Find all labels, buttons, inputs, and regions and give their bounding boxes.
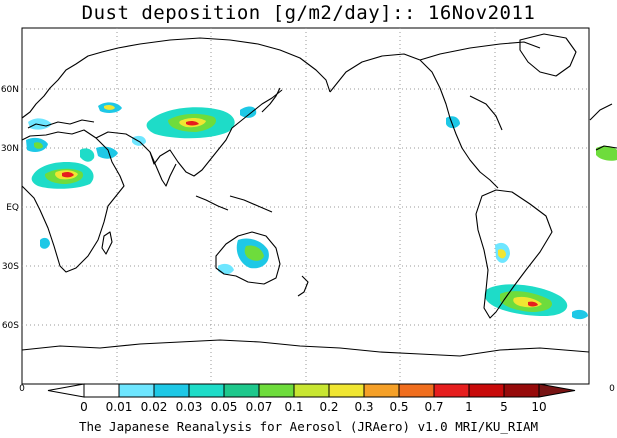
colorbar-tick-label: 0 — [80, 400, 88, 414]
map-title: Dust deposition [g/m2/day]:: 16Nov2011 — [81, 2, 536, 24]
colorbar-tick-label: 0.07 — [246, 400, 273, 414]
gridlines — [22, 28, 589, 384]
coast-africa — [21, 129, 125, 273]
colorbar-tick-label: 5 — [500, 400, 508, 414]
colorbar-swatch — [503, 383, 540, 398]
colorbar-tick-label: 0.03 — [176, 400, 203, 414]
colorbar-swatch — [468, 383, 505, 398]
coast-greenland — [519, 33, 577, 77]
coastlines — [21, 33, 617, 357]
colorbar-tick-label: 0.1 — [284, 400, 303, 414]
colorbar-over-triangle — [538, 383, 576, 398]
colorbar-swatch — [363, 383, 400, 398]
latitude-labels: 60N 30N EQ 30S 60S — [1, 85, 19, 331]
colorbar: 0 0.01 0.02 0.03 0.05 0.07 0.1 0.2 0.3 0.5 0.7 1 5 10 — [47, 383, 576, 414]
colorbar-swatch — [293, 383, 330, 398]
colorbar-under-triangle — [47, 383, 85, 398]
colorbar-tick-label: 1 — [465, 400, 473, 414]
colorbar-swatch — [398, 383, 435, 398]
colorbar-tick-label: 0.2 — [319, 400, 338, 414]
map-frame — [21, 27, 590, 385]
coast-asia — [117, 37, 331, 93]
colorbar-tick-label: 0.02 — [141, 400, 168, 414]
colorbar-swatch — [223, 383, 260, 398]
credit-line: The Japanese Reanalysis for Aerosol (JRA… — [78, 419, 539, 434]
colorbar-swatch — [118, 383, 155, 398]
colorbar-tick-label: 10 — [531, 400, 546, 414]
lat-label-eq: EQ — [6, 203, 19, 213]
dust-deposition-field — [26, 102, 617, 320]
lon-label-right: 0 — [609, 384, 615, 394]
colorbar-swatch — [83, 383, 120, 398]
lat-label-30n: 30N — [1, 144, 19, 154]
colorbar-swatch — [188, 383, 225, 398]
colorbar-tick-label: 0.01 — [106, 400, 133, 414]
coast-antarctica — [21, 339, 590, 357]
coast-europe — [21, 47, 119, 119]
lat-label-60s: 60S — [2, 321, 19, 331]
coast-north-america — [329, 53, 499, 189]
colorbar-tick-label: 0.3 — [354, 400, 373, 414]
colorbar-tick-label: 0.05 — [211, 400, 238, 414]
colorbar-tick-label: 0.5 — [389, 400, 408, 414]
colorbar-swatch — [328, 383, 365, 398]
coast-south-america — [475, 189, 553, 319]
colorbar-tick-label: 0.7 — [424, 400, 443, 414]
lat-label-30s: 30S — [2, 262, 19, 272]
coast-australia — [215, 231, 281, 285]
lon-label-left: 0 — [19, 384, 25, 394]
colorbar-swatch — [153, 383, 190, 398]
lat-label-60n: 60N — [1, 85, 19, 95]
colorbar-swatch — [258, 383, 295, 398]
colorbar-swatch — [433, 383, 470, 398]
